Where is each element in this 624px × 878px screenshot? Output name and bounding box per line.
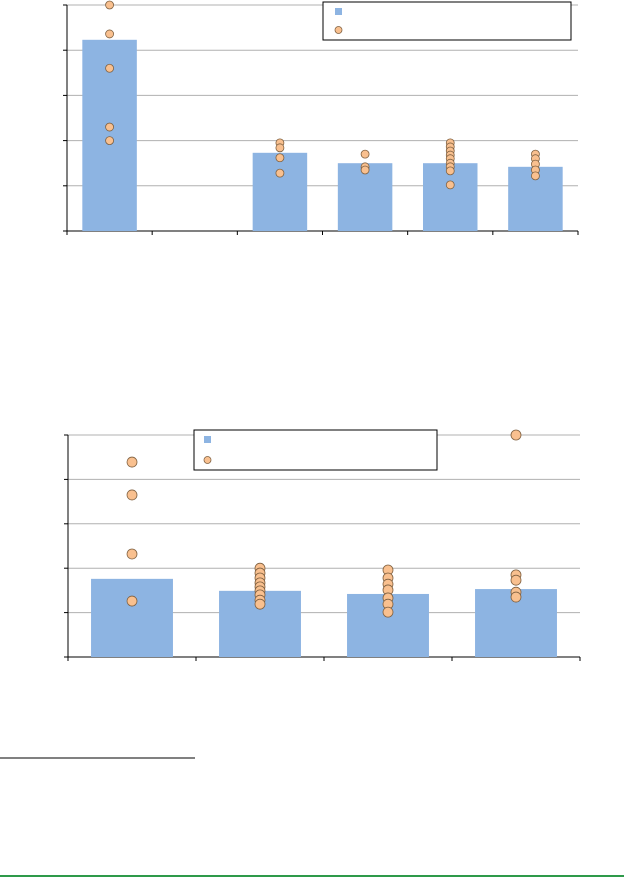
bar xyxy=(91,578,173,657)
bar xyxy=(252,152,308,231)
legend-swatch xyxy=(203,456,212,464)
scatter-point xyxy=(105,29,114,39)
scatter-point xyxy=(105,63,114,73)
scatter-point xyxy=(360,165,370,175)
scatter-point xyxy=(510,591,522,603)
scatter-point xyxy=(531,171,540,181)
scatter-point xyxy=(254,598,266,610)
scatter-point xyxy=(105,0,114,10)
bar xyxy=(337,163,393,231)
legend-swatch xyxy=(204,436,211,443)
scatter-point xyxy=(126,595,138,607)
scatter-point xyxy=(126,548,138,560)
legend-swatch xyxy=(334,26,343,34)
scatter-point xyxy=(275,168,285,178)
legend-box xyxy=(322,1,572,41)
scatter-point xyxy=(126,456,138,468)
scatter-point xyxy=(126,489,138,501)
scatter-point xyxy=(105,122,114,132)
scatter-point xyxy=(105,136,114,146)
legend-box xyxy=(193,429,438,471)
scatter-point xyxy=(382,606,394,618)
scatter-point xyxy=(360,149,370,159)
scatter-point xyxy=(510,429,522,441)
scatter-point xyxy=(275,143,285,153)
scatter-point xyxy=(445,166,455,176)
scatter-point xyxy=(445,180,455,190)
scatter-point xyxy=(510,574,522,586)
scatter-point xyxy=(275,153,285,163)
legend-swatch xyxy=(335,8,342,15)
